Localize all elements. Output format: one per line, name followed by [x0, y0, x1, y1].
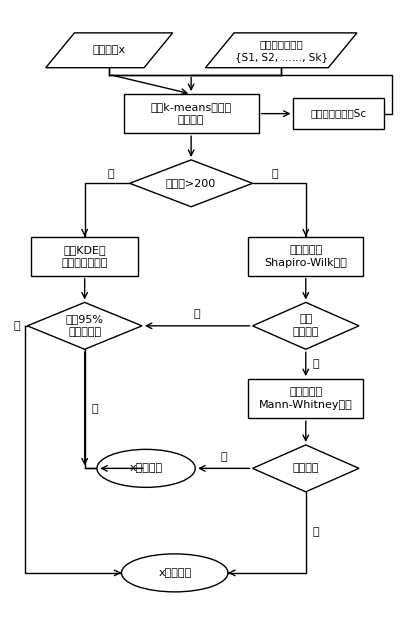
Bar: [293, 98, 383, 129]
Text: 是: 是: [92, 404, 98, 414]
Polygon shape: [46, 33, 173, 68]
Text: 新来样本x: 新来样本x: [93, 45, 126, 56]
Text: 否: 否: [312, 359, 319, 369]
Text: 否: 否: [312, 527, 319, 537]
Text: 满足
正态分布: 满足 正态分布: [293, 314, 319, 337]
Polygon shape: [205, 33, 357, 68]
Text: 通过检验: 通过检验: [293, 463, 319, 473]
Polygon shape: [130, 160, 253, 207]
Text: 基于k-means聚类的
工况划分: 基于k-means聚类的 工况划分: [151, 102, 232, 125]
Bar: [124, 94, 259, 134]
Text: 落在95%
置信区间内: 落在95% 置信区间内: [66, 314, 104, 337]
Text: 否: 否: [14, 321, 20, 331]
Text: 当前工况样本集Sc: 当前工况样本集Sc: [310, 109, 366, 119]
Text: 是: 是: [108, 169, 115, 179]
Bar: [249, 236, 363, 276]
Text: 是: 是: [194, 309, 200, 320]
Polygon shape: [253, 302, 359, 350]
Text: 工况历史样本集
{S1, S2, ……, Sk}: 工况历史样本集 {S1, S2, ……, Sk}: [234, 39, 328, 62]
Bar: [32, 236, 138, 276]
Ellipse shape: [122, 554, 228, 592]
Text: x为异常值: x为异常值: [158, 568, 191, 578]
Text: 同分布检验
Mann-Whitney检验: 同分布检验 Mann-Whitney检验: [259, 387, 353, 410]
Polygon shape: [253, 445, 359, 492]
Text: 基于KDE的
异常值检测方法: 基于KDE的 异常值检测方法: [61, 245, 108, 268]
Text: x为正常值: x为正常值: [129, 463, 163, 473]
Ellipse shape: [97, 449, 195, 488]
Polygon shape: [27, 302, 142, 350]
Text: 否: 否: [272, 169, 278, 179]
Text: 正态性检验
Shapiro-Wilk检验: 正态性检验 Shapiro-Wilk检验: [264, 245, 347, 268]
Bar: [249, 379, 363, 419]
Text: 是: 是: [220, 452, 227, 462]
Text: 样本数>200: 样本数>200: [166, 178, 216, 189]
